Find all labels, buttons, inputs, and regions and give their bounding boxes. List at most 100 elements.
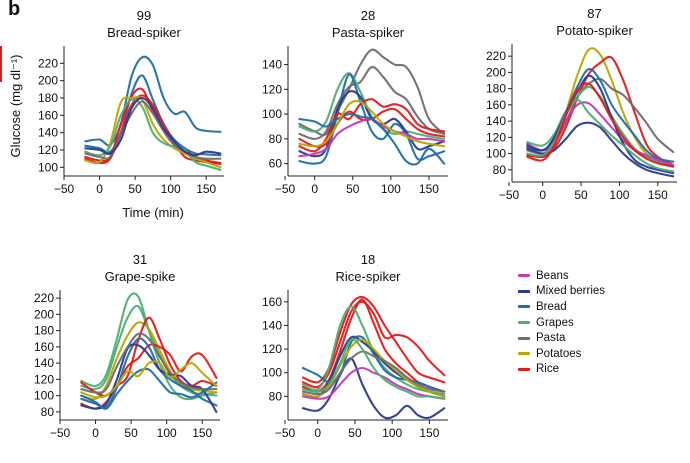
series-line-mixed-berries bbox=[80, 343, 218, 413]
y-tick-label: 160 bbox=[34, 340, 54, 354]
x-tick-label: 150 bbox=[419, 182, 439, 196]
panel-count: 18 bbox=[361, 252, 375, 267]
panel-letter: b bbox=[8, 0, 21, 20]
x-tick-label: 150 bbox=[648, 188, 668, 202]
series-line-bread bbox=[298, 73, 446, 165]
panel-count: 31 bbox=[133, 252, 147, 267]
y-tick-label: 180 bbox=[34, 324, 54, 338]
y-tick-label: 120 bbox=[38, 143, 58, 157]
legend-item-grapes: Grapes bbox=[518, 315, 605, 331]
series-line-potatoes bbox=[80, 360, 218, 399]
y-tick-label: 180 bbox=[38, 91, 58, 105]
series-line-bread bbox=[301, 335, 446, 393]
x-tick-label: −50 bbox=[54, 182, 75, 196]
y-tick-label: 220 bbox=[34, 291, 54, 305]
panel-potato-spiker: 87 Potato-spiker 80 100 120 140 160 180 200 220 −5… bbox=[486, 6, 677, 202]
panel-title: Bread-spiker bbox=[107, 25, 181, 40]
series-line-pasta bbox=[80, 332, 218, 394]
x-tick-label: 50 bbox=[348, 426, 362, 440]
x-tick-label: 50 bbox=[124, 426, 138, 440]
panel-title: Rice-spiker bbox=[335, 269, 401, 284]
x-tick-label: 50 bbox=[346, 182, 360, 196]
series-line-pasta bbox=[298, 48, 446, 137]
x-tick-label: 0 bbox=[314, 426, 321, 440]
y-tick-label: 140 bbox=[486, 114, 506, 128]
panel-pasta-spiker: 28 Pasta-spiker 60 80 100 120 140 −50 0 50 100 150 bbox=[262, 8, 448, 196]
legend: Beans Mixed berries Bread Grapes Pasta P… bbox=[518, 268, 605, 377]
legend-swatch bbox=[518, 352, 530, 356]
series-line-potatoes bbox=[298, 99, 446, 148]
panel-title: Pasta-spiker bbox=[332, 25, 405, 40]
y-tick-label: 60 bbox=[269, 157, 283, 171]
series-line-rice bbox=[301, 300, 446, 389]
y-tick-label: 120 bbox=[34, 372, 54, 386]
panel-rice-spiker: 18 Rice-spiker 80 100 120 140 160 −50 0 50 100 150 bbox=[262, 252, 448, 440]
series-line-mixed-berries bbox=[526, 121, 675, 178]
y-tick-label: 220 bbox=[486, 49, 506, 63]
legend-swatch bbox=[518, 367, 530, 371]
legend-label: Bread bbox=[536, 300, 567, 313]
y-tick-label: 200 bbox=[38, 74, 58, 88]
series-line-bread bbox=[80, 337, 218, 409]
legend-item-mixed-berries: Mixed berries bbox=[518, 284, 605, 300]
y-tick-label: 120 bbox=[262, 342, 282, 356]
legend-item-beans: Beans bbox=[518, 268, 605, 284]
series-line-beans bbox=[301, 366, 446, 400]
panel-title: Grape-spike bbox=[105, 269, 176, 284]
legend-swatch bbox=[518, 321, 530, 325]
y-tick-label: 80 bbox=[493, 163, 507, 177]
series-line-potatoes bbox=[80, 321, 218, 401]
series-line-rice bbox=[298, 98, 446, 153]
legend-item-bread: Bread bbox=[518, 299, 605, 315]
y-tick-label: 100 bbox=[262, 107, 282, 121]
series-line-grapes bbox=[526, 98, 675, 173]
series-line-grapes bbox=[84, 98, 222, 171]
series-line-potatoes bbox=[84, 96, 222, 169]
y-tick-label: 100 bbox=[486, 147, 506, 161]
x-tick-label: 0 bbox=[311, 182, 318, 196]
y-tick-label: 160 bbox=[262, 295, 282, 309]
y-tick-label: 120 bbox=[486, 130, 506, 144]
y-tick-label: 80 bbox=[269, 132, 283, 146]
legend-swatch bbox=[518, 305, 530, 309]
x-tick-label: 100 bbox=[161, 182, 181, 196]
x-tick-label: 0 bbox=[96, 182, 103, 196]
y-axis-label: Glucose (mg dl⁻¹) bbox=[8, 55, 23, 158]
series-line-grapes bbox=[301, 338, 446, 400]
series-line-grapes bbox=[298, 72, 446, 140]
series-line-mixed-berries bbox=[526, 74, 675, 175]
panel-count: 28 bbox=[361, 8, 375, 23]
x-tick-label: 150 bbox=[192, 426, 212, 440]
x-tick-label: 100 bbox=[609, 188, 629, 202]
x-axis-label: Time (min) bbox=[122, 205, 184, 220]
panel-bread-spiker: 99 Bread-spiker 100 120 140 160 180 200 220 −50 0 5… bbox=[38, 8, 224, 196]
series-line-potatoes bbox=[301, 338, 446, 398]
series-line-mixed-berries bbox=[301, 357, 446, 420]
x-tick-label: 100 bbox=[157, 426, 177, 440]
legend-swatch bbox=[518, 274, 530, 278]
legend-item-potatoes: Potatoes bbox=[518, 346, 605, 362]
legend-swatch bbox=[518, 336, 530, 340]
series-line-mixed-berries bbox=[84, 96, 222, 157]
legend-item-pasta: Pasta bbox=[518, 330, 605, 346]
series-line-bread bbox=[298, 113, 446, 166]
y-tick-label: 160 bbox=[486, 98, 506, 112]
series-line-bread bbox=[84, 74, 222, 157]
series-line-pasta bbox=[84, 100, 222, 160]
panel-count: 99 bbox=[137, 8, 151, 23]
y-tick-label: 100 bbox=[38, 160, 58, 174]
legend-label: Potatoes bbox=[536, 347, 582, 360]
series-line-rice bbox=[526, 55, 675, 167]
series-line-pasta bbox=[301, 350, 446, 396]
panel-title: Potato-spiker bbox=[556, 23, 633, 38]
x-tick-label: 100 bbox=[381, 182, 401, 196]
y-tick-label: 160 bbox=[38, 108, 58, 122]
y-tick-label: 80 bbox=[269, 389, 283, 403]
legend-label: Pasta bbox=[536, 332, 566, 345]
x-tick-label: −50 bbox=[275, 426, 296, 440]
x-tick-label: 50 bbox=[574, 188, 588, 202]
panel-count: 87 bbox=[587, 6, 601, 21]
legend-item-rice: Rice bbox=[518, 362, 605, 378]
x-tick-label: 150 bbox=[419, 426, 439, 440]
